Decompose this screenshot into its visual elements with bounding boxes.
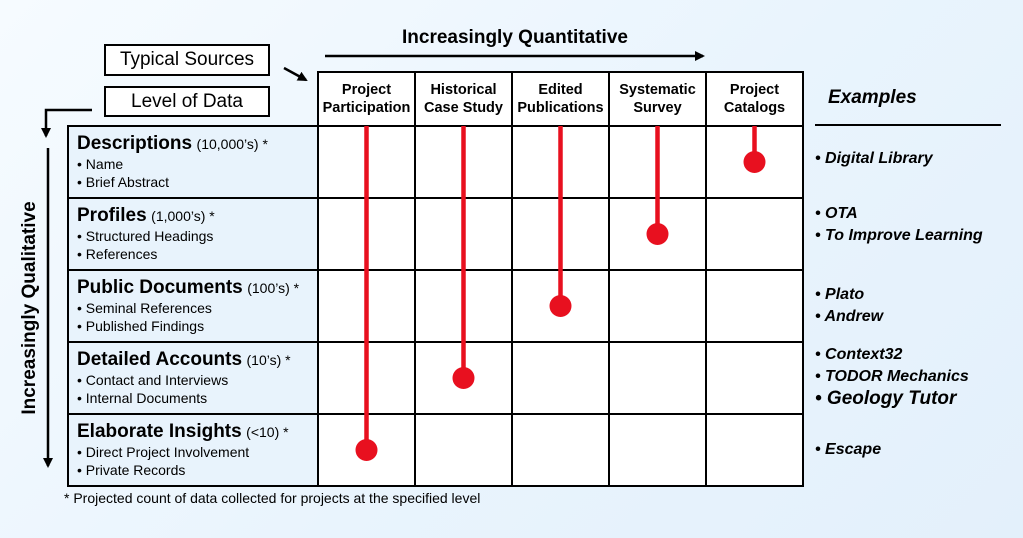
matrix-cell [705, 413, 804, 487]
matrix-cell [414, 413, 513, 487]
matrix-cell [608, 269, 707, 343]
matrix-cell [511, 413, 610, 487]
source-endpoint-dot [646, 223, 669, 245]
level-row: Elaborate Insights (<10) * • Direct Proj… [67, 413, 804, 487]
matrix-cell [511, 341, 610, 415]
column-header: Project Catalogs [705, 71, 804, 127]
level-item: • Brief Abstract [77, 174, 170, 190]
level-of-data-label: Level of Data [104, 86, 270, 117]
level-name: Descriptions [77, 133, 193, 154]
column-header: Edited Publications [511, 71, 610, 127]
source-endpoint-dot [743, 151, 766, 173]
level-item: • References [77, 246, 158, 262]
level-header: Elaborate Insights (<10) * • Direct Proj… [67, 413, 319, 487]
level-item: • Direct Project Involvement [77, 444, 250, 460]
level-name: Public Documents [77, 277, 243, 298]
example-item: • TODOR Mechanics [815, 368, 969, 385]
examples-title: Examples [828, 87, 917, 108]
level-count: (10,000’s) * [196, 136, 268, 152]
source-endpoint-dot [549, 295, 572, 317]
level-item: • Seminal References [77, 300, 212, 316]
level-header: Detailed Accounts (10’s) * • Contact and… [67, 341, 319, 415]
level-count: (10’s) * [246, 352, 291, 368]
column-header: Historical Case Study [414, 71, 513, 127]
matrix-cell [608, 341, 707, 415]
level-header: Public Documents (100’s) * • Seminal Ref… [67, 269, 319, 343]
source-stems [355, 126, 766, 461]
level-name: Elaborate Insights [77, 421, 242, 442]
column-header: Systematic Survey [608, 71, 707, 127]
level-name: Detailed Accounts [77, 349, 243, 370]
example-item: • To Improve Learning [815, 227, 983, 244]
matrix-cell [608, 197, 707, 271]
example-item: • Geology Tutor [815, 388, 957, 409]
level-count: (<10) * [246, 424, 289, 440]
column-header-row: Project Participation Historical Case Stud… [68, 71, 804, 127]
matrix-cell [705, 341, 804, 415]
level-header: Descriptions (10,000’s) * • Name • Brief… [67, 125, 319, 199]
example-item: • Plato [815, 286, 865, 303]
example-item: • Escape [815, 441, 882, 458]
level-name: Profiles [77, 205, 147, 226]
source-endpoint-dot [452, 367, 475, 389]
matrix-cell [705, 269, 804, 343]
level-row: Public Documents (100’s) * • Seminal Ref… [67, 269, 804, 343]
level-header: Profiles (1,000’s) * • Structured Headin… [67, 197, 319, 271]
level-item: • Private Records [77, 462, 186, 478]
level-item: • Contact and Interviews [77, 372, 229, 388]
examples-divider [815, 124, 1001, 126]
example-item: • Digital Library [815, 150, 933, 167]
level-count: (1,000’s) * [151, 208, 215, 224]
footnote: * Projected count of data collected for … [64, 490, 481, 506]
example-item: • Context32 [815, 346, 903, 363]
levels-pointer-arrow [41, 108, 92, 138]
column-header: Project Participation [317, 71, 416, 127]
quantitative-axis-label: Increasingly Quantitative [402, 27, 628, 48]
typical-sources-label: Typical Sources [104, 44, 270, 76]
sources-pointer-arrow [283, 66, 308, 82]
matrix-cell [608, 413, 707, 487]
level-item: • Published Findings [77, 318, 205, 334]
level-count: (100’s) * [247, 280, 300, 296]
level-item: • Structured Headings [77, 228, 214, 244]
level-row: Descriptions (10,000’s) * • Name • Brief… [67, 125, 804, 199]
matrix-cell [705, 197, 804, 271]
level-item: • Internal Documents [77, 390, 208, 406]
example-item: • OTA [815, 205, 858, 222]
example-item: • Andrew [815, 308, 884, 325]
source-endpoint-dot [355, 439, 378, 461]
level-item: • Name [77, 156, 124, 172]
